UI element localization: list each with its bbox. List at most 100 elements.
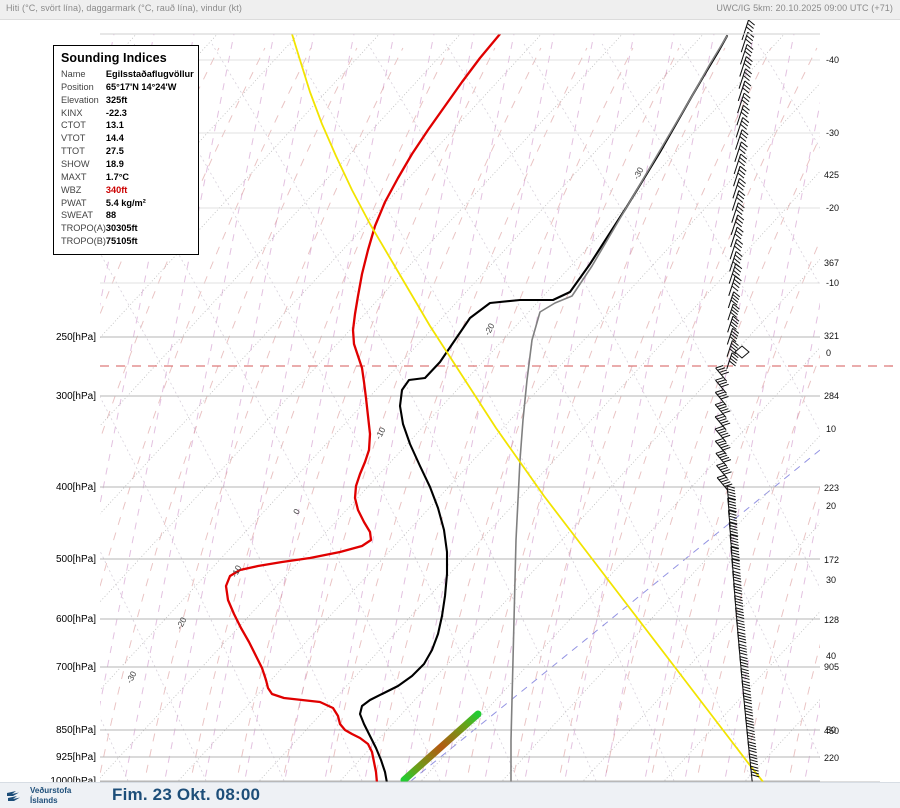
- wind-barb-feather: [739, 177, 746, 184]
- right-height-labels: 425 367 321 284 223 172 128 905 450 220: [824, 170, 839, 763]
- wind-barb-feather: [728, 506, 737, 510]
- wind-barb: [714, 392, 727, 406]
- sounding-curves[interactable]: [224, 34, 765, 783]
- wind-barb-feather: [746, 729, 755, 733]
- wind-barb-feather: [743, 62, 751, 69]
- indices-row: SWEAT 88: [61, 209, 194, 222]
- right-temperature-label: -30: [826, 128, 839, 138]
- indices-key: Elevation: [61, 94, 99, 105]
- wind-barb-feather: [715, 365, 724, 369]
- wind-barb-feather: [733, 585, 742, 589]
- wind-barb-feather: [730, 533, 739, 537]
- mixing-ratio-line: [683, 101, 820, 782]
- wind-barb-feather: [734, 591, 743, 595]
- wind-barb-feather: [732, 303, 740, 310]
- wind-barb-feather: [737, 628, 746, 632]
- wind-barb-feather: [733, 278, 741, 285]
- wind-barb-feather: [721, 456, 730, 461]
- wind-barb-feather: [739, 144, 747, 151]
- wind-barb-feather: [730, 537, 739, 541]
- wind-barb: [727, 315, 734, 333]
- moist-adiabat-line: [373, 47, 634, 782]
- wind-barb-feather: [743, 692, 752, 696]
- wind-barb-feather: [737, 172, 745, 179]
- wind-barb-feather: [735, 242, 743, 249]
- vedurstofa-logo[interactable]: Veðurstofa Íslands: [6, 786, 102, 806]
- wind-barb: [728, 263, 737, 284]
- wind-barb-feather: [717, 452, 726, 456]
- wind-barb: [741, 20, 749, 41]
- wind-barb-feather: [737, 214, 745, 221]
- wind-barb-feather: [729, 518, 738, 522]
- wind-barb: [715, 367, 727, 382]
- wind-barb-feather: [739, 655, 748, 660]
- wind-barb-feather: [730, 530, 738, 534]
- wind-barb: [736, 105, 744, 126]
- wind-barb-feather: [729, 336, 737, 343]
- wind-barb-feather: [727, 500, 736, 504]
- indices-value: 75105ft: [105, 236, 138, 247]
- wind-barb-feather: [729, 522, 738, 526]
- wind-barb-feather: [730, 299, 738, 306]
- wind-barb: [735, 129, 743, 150]
- wind-barb-feather: [741, 120, 749, 127]
- wind-barb: [733, 166, 741, 187]
- moist-adiabat-line: [465, 47, 726, 782]
- wind-barb-feather: [718, 405, 727, 410]
- mixing-ratio-line: [403, 34, 555, 782]
- wind-barb-feather: [736, 217, 744, 224]
- wind-barb-feather: [741, 676, 750, 680]
- wind-barb-feather: [720, 466, 728, 471]
- wind-barb-feather: [717, 440, 725, 444]
- wind-barb-feather: [728, 496, 737, 501]
- wind-barb-feather: [730, 311, 738, 318]
- mixing-ratio-line: [363, 34, 515, 782]
- right-temperature-label: -40: [826, 55, 839, 65]
- wind-barb-feather: [745, 47, 753, 54]
- wind-barb-feather: [733, 291, 741, 298]
- dry-adiabat-line: [100, 396, 285, 782]
- wind-barb-feather: [716, 403, 725, 408]
- wind-barb-feather: [714, 413, 723, 418]
- dry-adiabat-lines: [100, 43, 820, 782]
- wind-barb: [730, 226, 738, 248]
- indices-row: SHOW 18.9: [61, 158, 194, 171]
- pressure-axis-labels: 250[hPa] 300[hPa] 400[hPa] 500[hPa] 600[hPa]…: [50, 332, 96, 787]
- wind-barb-feather: [718, 476, 727, 481]
- pressure-gridlines: [100, 59, 820, 782]
- wind-barb-feather: [727, 497, 736, 501]
- wind-barb-feather: [718, 464, 727, 469]
- wind-barb-feather: [730, 546, 739, 550]
- wind-barb-feather: [722, 410, 731, 414]
- wind-barb-feather: [742, 117, 750, 123]
- wind-barb: [726, 485, 730, 503]
- indices-row: Elevation 325ft: [61, 94, 194, 107]
- wind-barb-feather: [737, 193, 745, 200]
- dry-adiabat-line: [133, 43, 519, 782]
- wind-barb-feather: [746, 725, 755, 729]
- wind-barb-feather: [750, 768, 759, 772]
- indices-value: 65°17'N 14°24'W: [105, 81, 177, 92]
- mixing-ratio-line: [283, 34, 435, 782]
- wind-barb-feather: [715, 389, 724, 393]
- wind-barb-feather: [728, 503, 737, 507]
- right-temperature-label: 50: [826, 725, 836, 735]
- sounding-indices-table: Name Egilsstaðaflugvöllur Position 65°17'N …: [61, 68, 194, 248]
- sounding-curve: [224, 34, 502, 782]
- indices-value: 340ft: [105, 184, 128, 195]
- wind-barb-pennant: [734, 345, 750, 359]
- wind-barb-feather: [742, 683, 751, 687]
- wind-barb-feather: [735, 603, 744, 607]
- wind-barb-feather: [746, 722, 755, 726]
- moist-adiabat-line: [143, 47, 404, 782]
- dry-adiabat-line: [211, 43, 597, 782]
- wind-barb-column[interactable]: [714, 20, 760, 784]
- moist-adiabat-line: [649, 239, 820, 782]
- sounding-indices-panel[interactable]: Sounding Indices Name Egilsstaðaflugvöllu…: [53, 45, 199, 256]
- mixing-ratio-line: [443, 34, 595, 782]
- wind-barb-feather: [737, 634, 746, 638]
- wind-barb-feather: [740, 664, 749, 668]
- right-height-label: 321: [824, 331, 839, 341]
- sounding-curve: [510, 35, 728, 782]
- indices-value: Egilsstaðaflugvöllur: [105, 69, 194, 79]
